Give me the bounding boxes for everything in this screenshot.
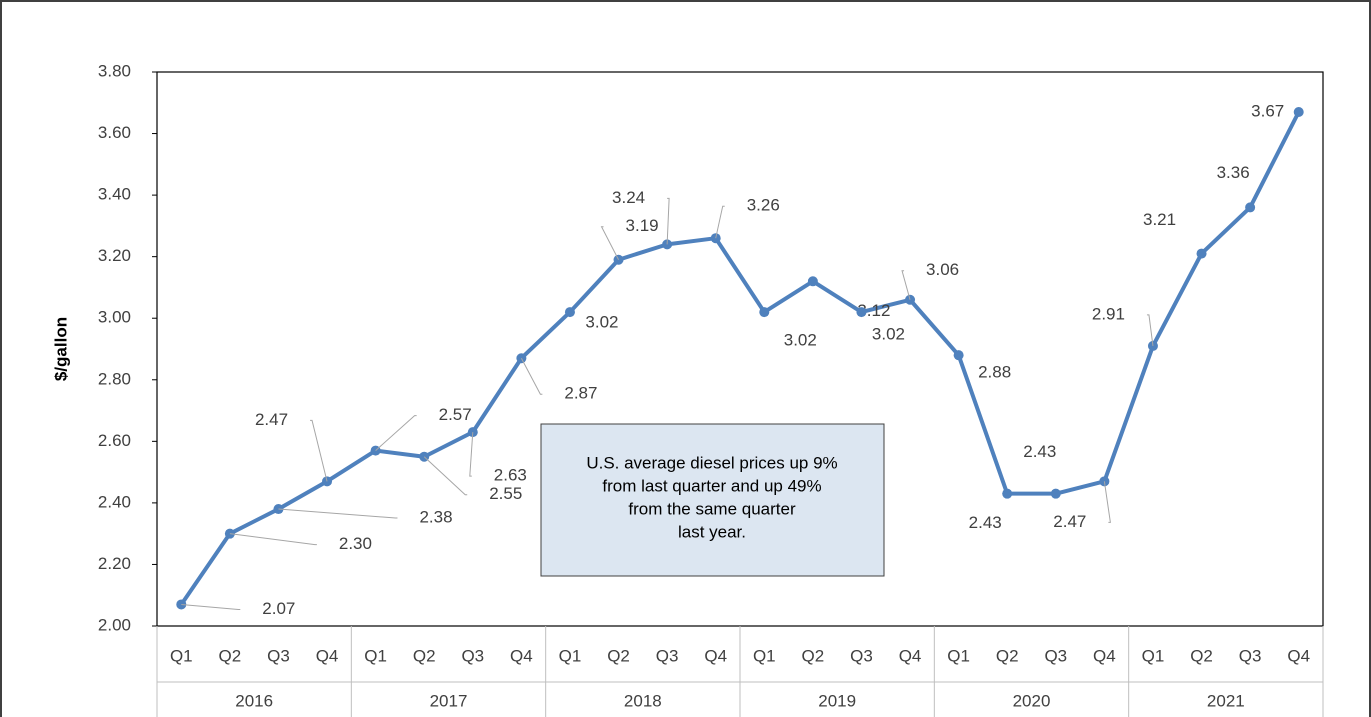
y-tick-label: 2.40 <box>98 492 131 511</box>
data-point <box>1293 107 1304 118</box>
data-point <box>1245 202 1256 213</box>
group-label: 2021 <box>1207 691 1245 710</box>
data-label: 2.38 <box>419 508 452 527</box>
leader-line <box>600 226 619 260</box>
x-tick-label: Q3 <box>850 646 873 665</box>
data-point <box>1050 488 1061 499</box>
x-tick-label: Q1 <box>753 646 776 665</box>
data-label: 3.02 <box>585 313 618 332</box>
leader-line <box>181 603 241 610</box>
leader-line <box>1103 481 1111 523</box>
x-tick-label: Q1 <box>947 646 970 665</box>
data-label: 3.02 <box>872 325 905 344</box>
x-tick-label: Q3 <box>461 646 484 665</box>
group-label: 2017 <box>430 691 468 710</box>
group-label: 2020 <box>1013 691 1051 710</box>
data-label: 2.43 <box>1023 442 1056 461</box>
x-tick-label: Q2 <box>607 646 630 665</box>
data-label: 3.06 <box>926 260 959 279</box>
leader-line <box>1146 314 1154 346</box>
y-tick-label: 3.80 <box>98 61 131 80</box>
x-tick-label: Q4 <box>510 646 533 665</box>
data-point <box>1196 248 1207 259</box>
data-point <box>856 307 867 318</box>
x-tick-label: Q2 <box>219 646 242 665</box>
x-tick-label: Q3 <box>656 646 679 665</box>
data-label: 2.07 <box>262 599 295 618</box>
x-tick-label: Q2 <box>1190 646 1213 665</box>
leader-line <box>666 197 670 245</box>
leader-line <box>520 357 543 395</box>
x-tick-label: Q1 <box>1142 646 1165 665</box>
x-tick-label: Q1 <box>559 646 582 665</box>
data-label: 2.63 <box>494 466 527 485</box>
data-label: 3.24 <box>612 188 645 207</box>
leader-line <box>278 508 398 519</box>
y-tick-label: 2.60 <box>98 431 131 450</box>
data-point <box>759 307 770 318</box>
annotation-text: from the same quarter <box>628 499 796 518</box>
data-label: 2.57 <box>439 405 472 424</box>
annotation-text: from last quarter and up 49% <box>602 476 821 495</box>
y-tick-label: 3.60 <box>98 123 131 142</box>
annotation-text: U.S. average diesel prices up 9% <box>586 453 837 472</box>
x-tick-label: Q4 <box>1093 646 1116 665</box>
x-tick-label: Q2 <box>802 646 825 665</box>
leader-line <box>901 270 911 300</box>
y-tick-label: 3.40 <box>98 185 131 204</box>
annotation-text: last year. <box>678 522 746 541</box>
leader-line <box>375 415 417 451</box>
x-tick-label: Q4 <box>316 646 339 665</box>
data-label: 2.30 <box>339 534 372 553</box>
data-label: 2.47 <box>1053 512 1086 531</box>
data-label: 2.88 <box>978 363 1011 382</box>
data-label: 2.91 <box>1092 304 1125 323</box>
data-label: 2.43 <box>969 513 1002 532</box>
y-tick-label: 3.00 <box>98 308 131 327</box>
data-point <box>1002 488 1013 499</box>
data-label: 3.19 <box>626 216 659 235</box>
y-tick-label: 2.00 <box>98 615 131 634</box>
leader-line <box>469 432 474 477</box>
data-label: 3.02 <box>784 331 817 350</box>
y-axis-label: $/gallon <box>51 317 70 381</box>
y-tick-label: 2.80 <box>98 369 131 388</box>
data-label: 2.55 <box>489 484 522 503</box>
x-tick-label: Q4 <box>1287 646 1310 665</box>
data-label: 3.36 <box>1217 163 1250 182</box>
group-label: 2018 <box>624 691 662 710</box>
y-tick-label: 3.20 <box>98 246 131 265</box>
data-label: 3.21 <box>1143 210 1176 229</box>
group-label: 2016 <box>235 691 273 710</box>
leader-line <box>310 419 328 482</box>
x-tick-label: Q3 <box>1044 646 1067 665</box>
data-point <box>953 350 964 361</box>
leader-line <box>715 205 725 239</box>
x-tick-label: Q4 <box>704 646 727 665</box>
x-tick-label: Q2 <box>413 646 436 665</box>
group-label: 2019 <box>818 691 856 710</box>
data-label: 2.47 <box>255 410 288 429</box>
x-tick-label: Q1 <box>170 646 193 665</box>
data-label: 2.87 <box>564 384 597 403</box>
leader-line <box>423 456 468 496</box>
x-tick-label: Q3 <box>1239 646 1262 665</box>
y-tick-label: 2.20 <box>98 554 131 573</box>
annotation-box <box>540 423 885 577</box>
data-label: 3.26 <box>747 196 780 215</box>
data-label: 3.67 <box>1251 101 1284 120</box>
data-label: 3.12 <box>857 301 890 320</box>
leader-line <box>229 533 317 546</box>
x-tick-label: Q4 <box>899 646 922 665</box>
x-tick-label: Q2 <box>996 646 1019 665</box>
x-tick-label: Q3 <box>267 646 290 665</box>
data-point <box>564 307 575 318</box>
data-line <box>179 111 1301 606</box>
data-point <box>807 276 818 287</box>
x-tick-label: Q1 <box>364 646 387 665</box>
